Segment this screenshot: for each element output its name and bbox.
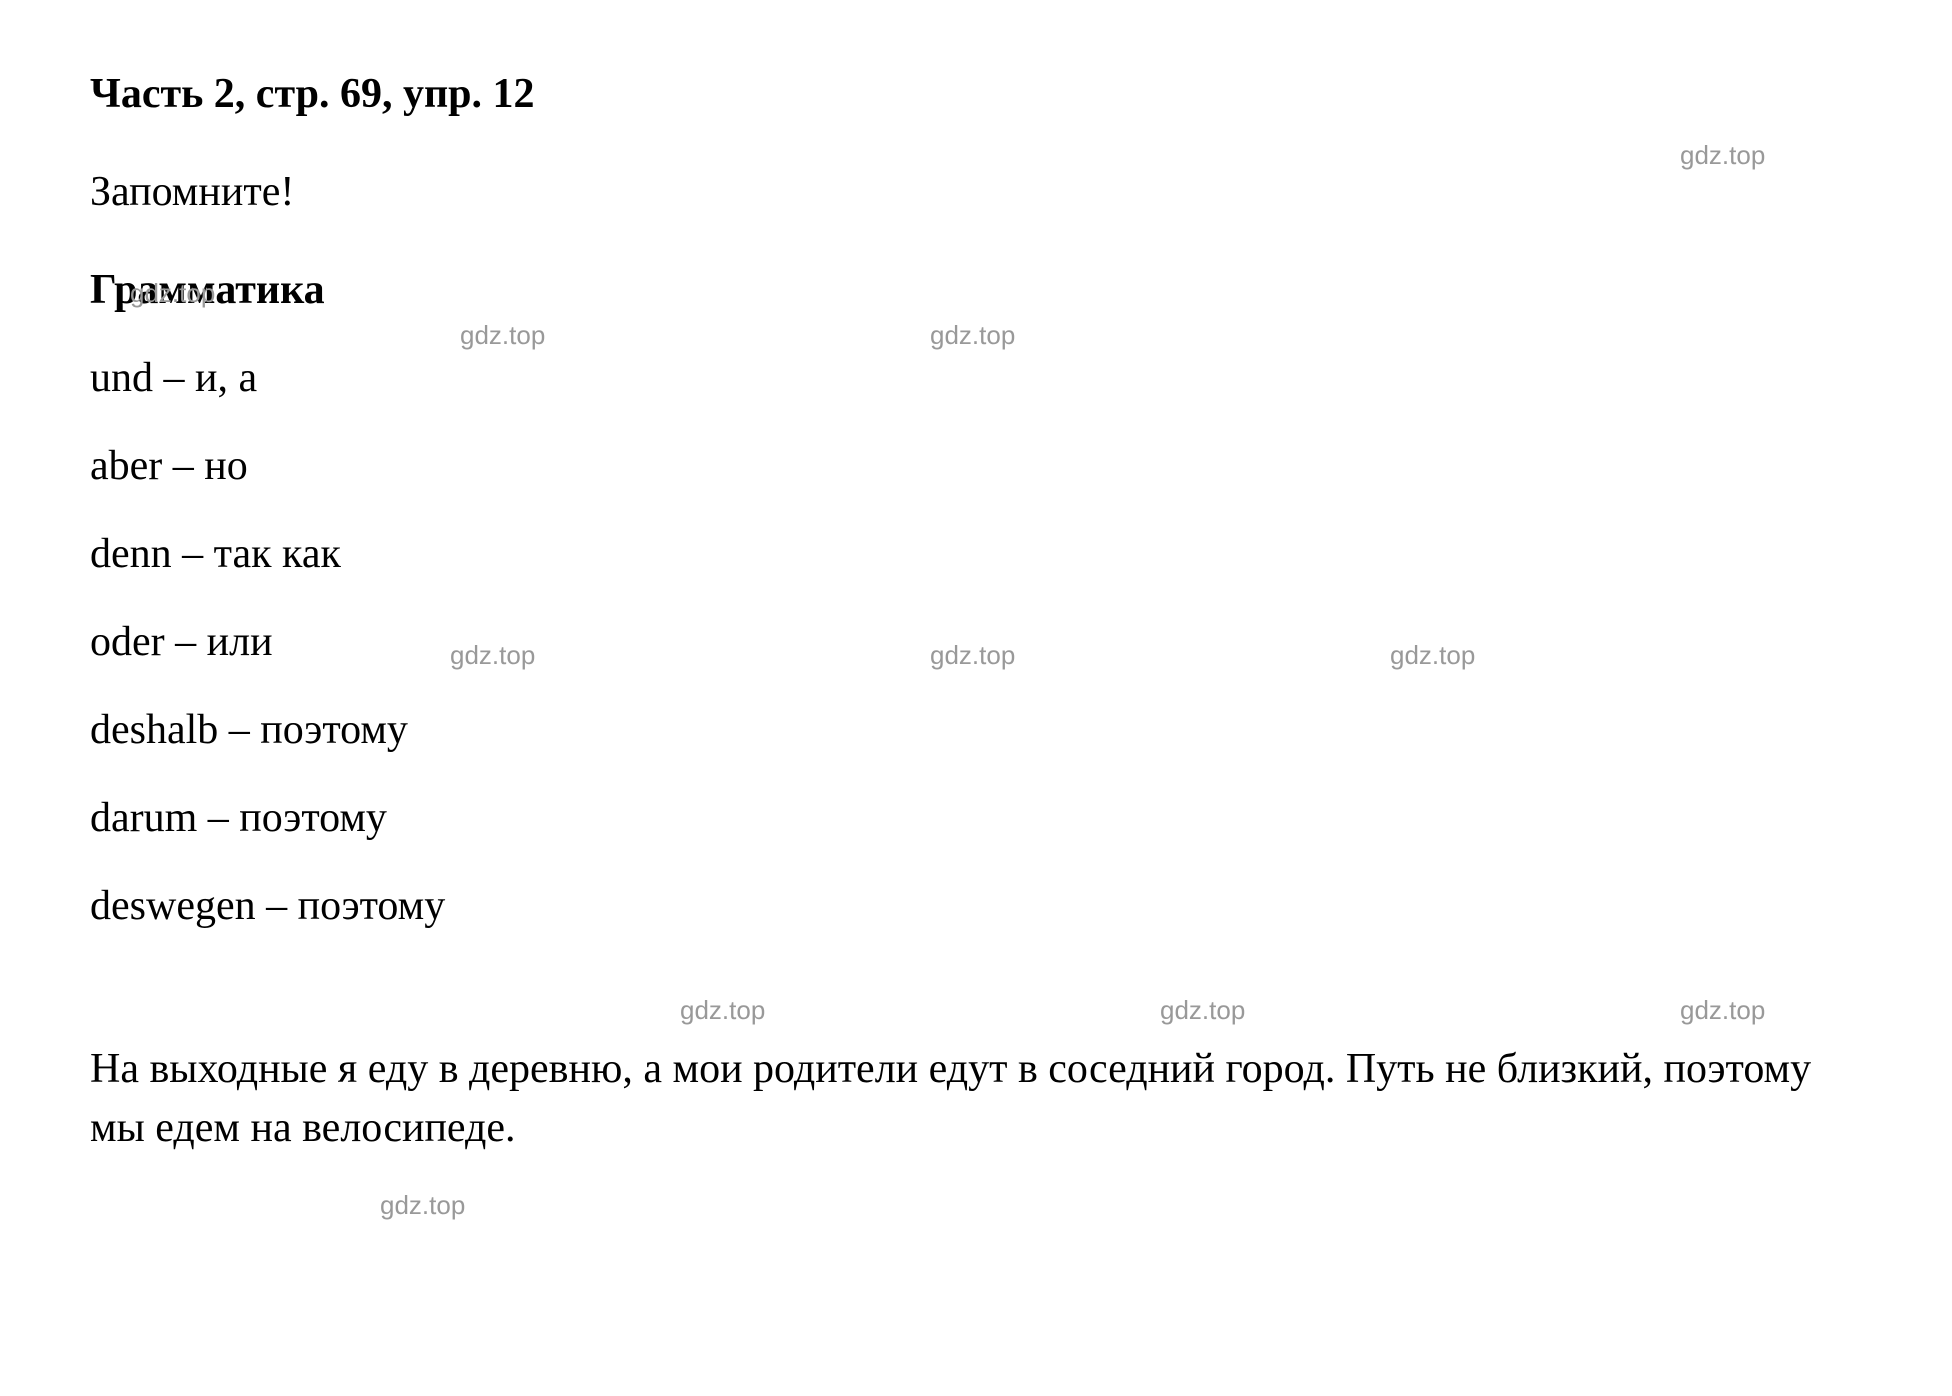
watermark-text: gdz.top [380, 1190, 465, 1221]
watermark-text: gdz.top [1680, 140, 1765, 171]
watermark-text: gdz.top [130, 278, 215, 309]
vocab-item: und – и, а [90, 354, 1862, 402]
watermark-text: gdz.top [1160, 995, 1245, 1026]
grammar-section-title: Грамматика [90, 266, 1862, 314]
example-paragraph: На выходные я еду в деревню, а мои родит… [90, 1040, 1862, 1158]
instruction-text: Запомните! [90, 168, 1862, 216]
vocab-item: aber – но [90, 442, 1862, 490]
watermark-text: gdz.top [1390, 640, 1475, 671]
watermark-text: gdz.top [680, 995, 765, 1026]
page-heading: Часть 2, стр. 69, упр. 12 [90, 70, 1862, 118]
vocab-item: deshalb – поэтому [90, 706, 1862, 754]
watermark-text: gdz.top [930, 320, 1015, 351]
vocab-item: denn – так как [90, 530, 1862, 578]
watermark-text: gdz.top [460, 320, 545, 351]
watermark-text: gdz.top [930, 640, 1015, 671]
vocab-item: deswegen – поэтому [90, 882, 1862, 930]
vocab-item: darum – поэтому [90, 794, 1862, 842]
watermark-text: gdz.top [450, 640, 535, 671]
watermark-text: gdz.top [1680, 995, 1765, 1026]
